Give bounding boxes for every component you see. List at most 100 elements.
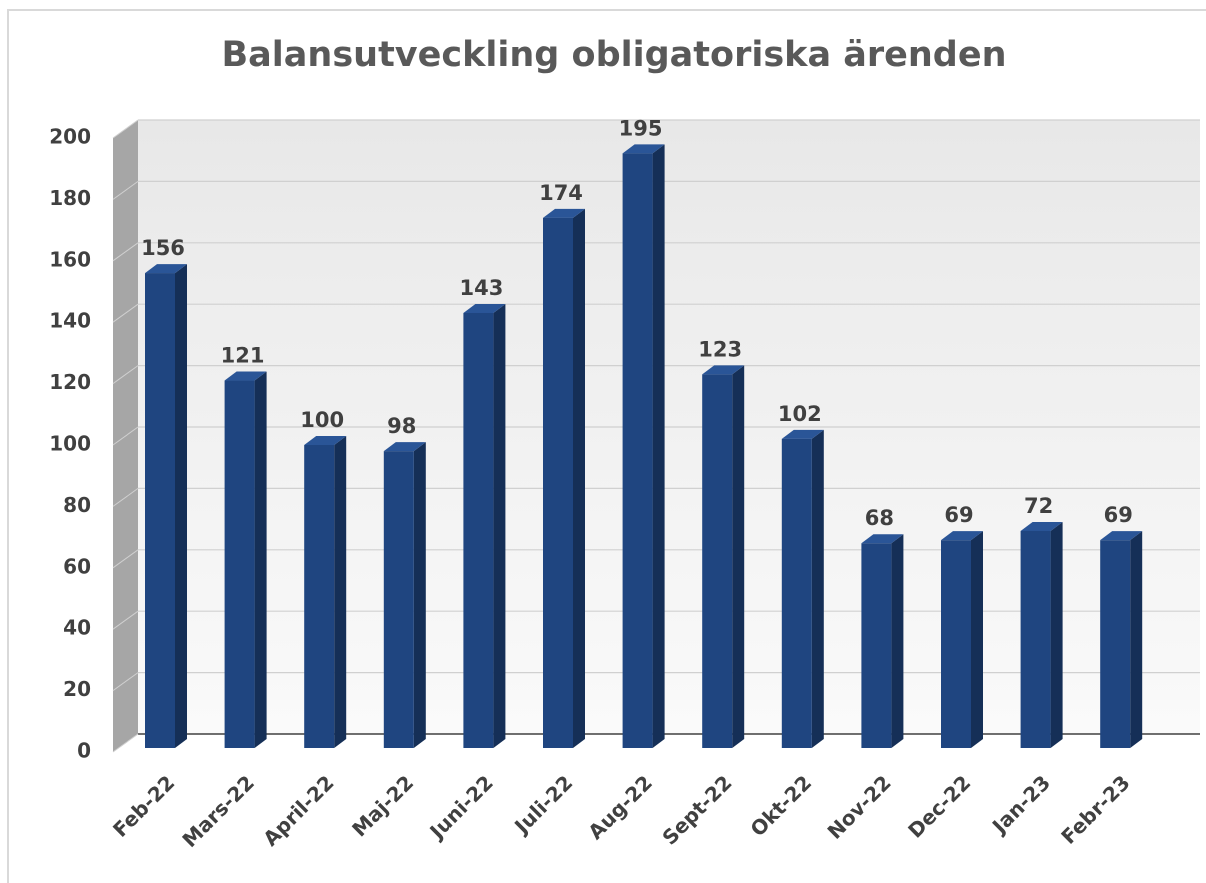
bar-side [1050,521,1063,748]
grid-line [112,180,139,200]
data-label: 69 [944,503,973,527]
bar-top [383,442,426,452]
bar-group [304,436,347,748]
bar-top [622,144,665,154]
bar-group [224,371,267,748]
data-label: 174 [539,181,583,205]
y-tick-label: 20 [63,677,91,701]
bar-group [383,442,426,748]
grid-line [112,672,139,692]
y-tick-label: 160 [49,247,91,271]
y-tick-label: 40 [63,616,91,640]
y-tick-label: 0 [77,739,91,763]
data-label: 102 [778,402,822,426]
bar-side [1130,531,1143,748]
grid-line [112,242,139,262]
grid-line [112,426,139,446]
data-label: 123 [698,337,742,361]
bar [622,153,653,749]
bar-group [463,303,506,748]
chart-title: Balansutveckling obligatoriska ärenden [222,35,1007,75]
bar-side [652,144,665,749]
bar-side [254,371,267,748]
bar-side [493,303,506,748]
data-label: 72 [1024,494,1053,518]
bar [543,217,573,748]
x-tick-label: April-22 [258,770,338,850]
bar-side [573,208,585,748]
data-label: 156 [141,236,185,260]
x-tick-label: Maj-22 [347,770,418,841]
data-label: 100 [300,408,344,432]
bar [463,312,494,748]
bar-group [781,429,824,748]
x-tick-label: Aug-22 [583,770,657,844]
bar-top [702,365,745,375]
bar-side [732,365,745,748]
bar-group [622,144,665,749]
y-tick-label: 180 [49,186,91,210]
x-tick-label: Jan-23 [986,770,1055,839]
x-tick-label: Sept-22 [657,770,736,849]
bar-top [463,303,506,313]
x-tick-label: Febr-23 [1056,770,1134,848]
bar-top [941,531,983,541]
grid-line [112,365,139,385]
y-tick-label: 80 [63,493,91,517]
bar-top [781,429,824,439]
bar [304,445,335,748]
bar-side [971,531,983,748]
x-tick-label: Feb-22 [108,770,179,841]
bar-group [861,534,904,748]
bar-side [413,442,426,748]
y-tick-label: 120 [49,370,91,394]
x-tick-label: Okt-22 [746,770,817,841]
grid-line [112,303,139,323]
bar [1020,530,1051,748]
bar-group [145,264,187,748]
bar [861,543,892,748]
bar-group [702,365,745,748]
bar-top [224,371,267,381]
x-tick-label: Mars-22 [177,770,259,852]
data-label: 68 [865,506,894,530]
x-tick-label: Juni-22 [424,770,498,844]
grid-line [112,119,139,139]
bar-side [891,534,904,748]
data-label: 195 [619,116,663,140]
bar-group [1020,521,1063,748]
grid-line [112,549,139,569]
bar-top [1020,521,1063,531]
bar-group [1100,531,1143,748]
x-tick-label: Juli-22 [508,770,577,839]
bar-top [304,436,347,445]
y-tick-label: 200 [49,125,91,149]
grid-line [112,733,139,753]
bar [383,451,414,748]
bar [781,438,812,748]
x-tick-label: Nov-22 [823,770,896,843]
frame [7,9,1206,883]
bar-side [334,436,347,748]
bar [145,273,175,748]
bar [941,540,971,748]
bar-side [811,429,824,748]
data-label: 98 [387,414,416,438]
y-tick-label: 60 [63,554,91,578]
bar-top [861,534,904,544]
grid-line [112,610,139,630]
y-tick-label: 100 [49,432,91,456]
bar-group [941,531,983,748]
bar [224,380,255,748]
data-label: 121 [221,344,265,368]
bar-side [175,264,187,748]
bar-group [543,208,585,748]
data-label: 143 [459,276,503,300]
y-tick-label: 140 [49,309,91,333]
bar-top [145,264,187,274]
data-label: 69 [1104,503,1133,527]
x-tick-label: Dec-22 [903,770,975,842]
bar [702,374,733,748]
bar-top [543,208,585,218]
